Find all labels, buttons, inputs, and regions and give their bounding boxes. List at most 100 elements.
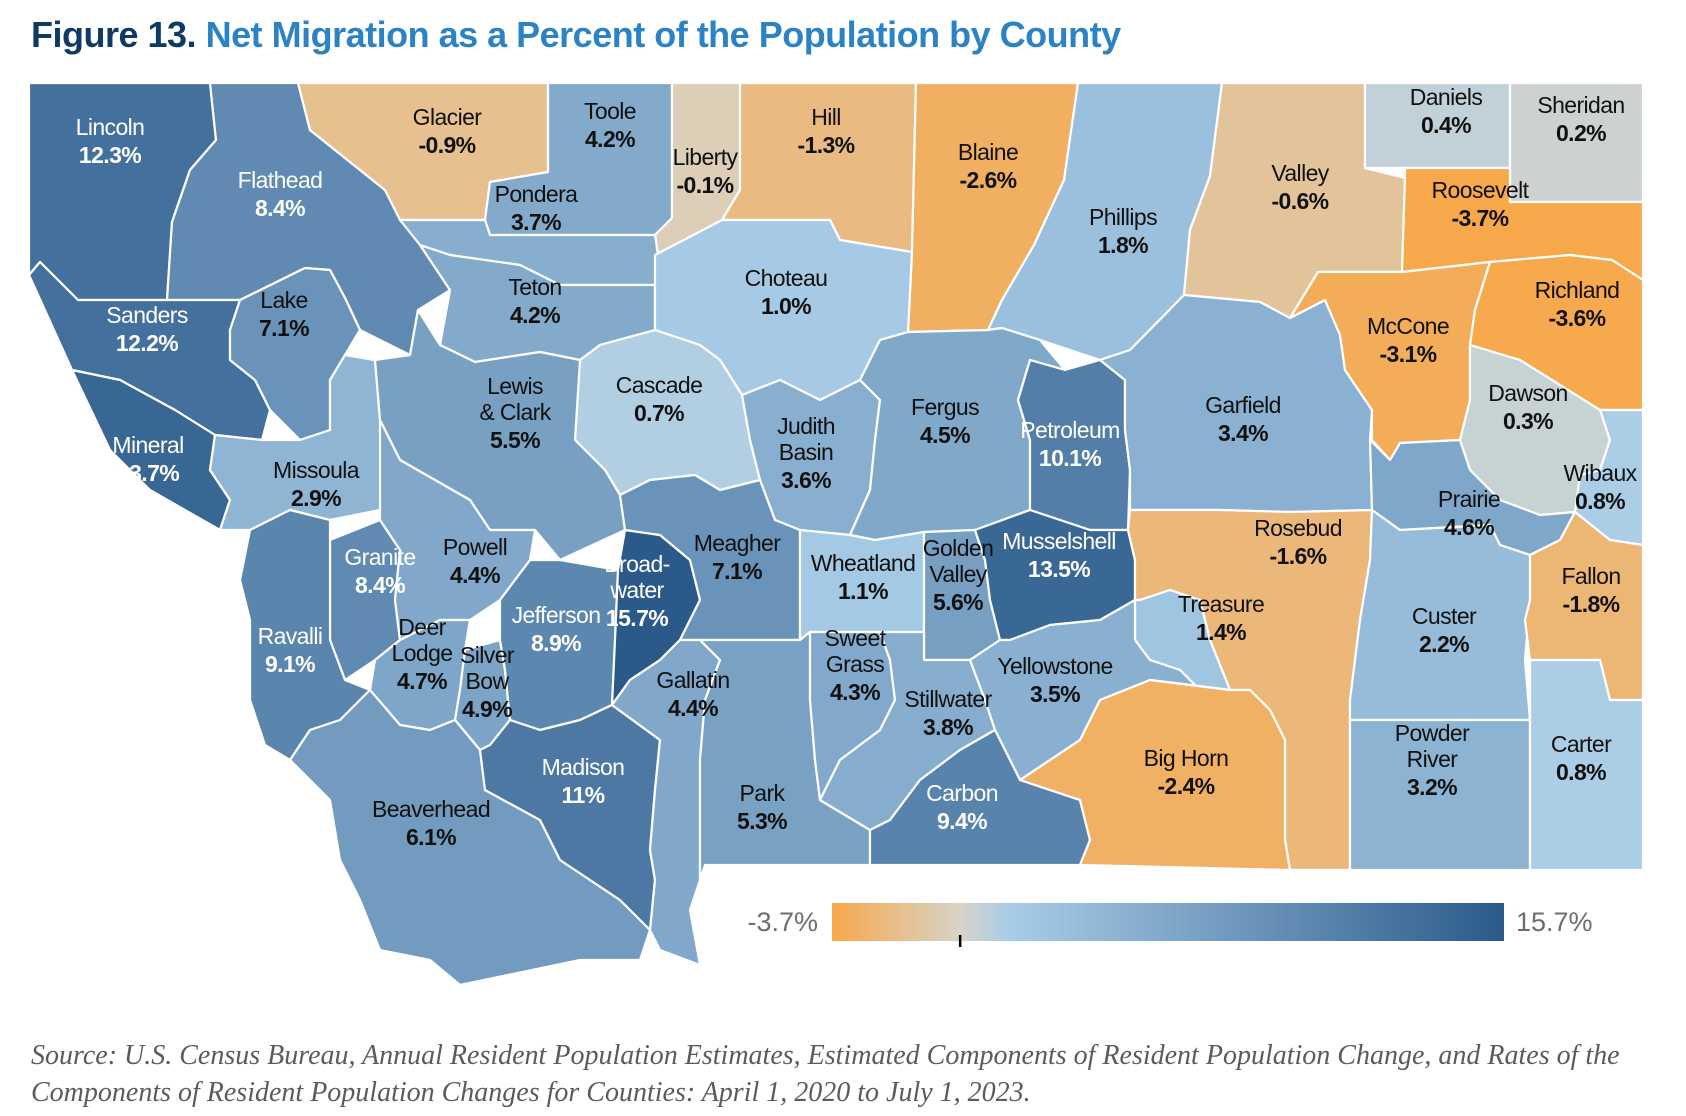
county-label-wibaux: Wibaux 0.8% — [1563, 460, 1637, 514]
county-name-petroleum: Petroleum — [1020, 417, 1119, 443]
county-label-granite: Granite 8.4% — [344, 544, 415, 598]
county-name-silver-bow-line2: Bow — [466, 668, 510, 694]
legend-max-label: 15.7% — [1516, 907, 1593, 937]
county-label-treasure: Treasure 1.4% — [1178, 591, 1264, 645]
county-name-treasure: Treasure — [1178, 591, 1264, 617]
county-name-yellowstone: Yellowstone — [997, 653, 1112, 679]
county-name-mineral: Mineral — [112, 432, 183, 458]
county-label-teton: Teton 4.2% — [508, 274, 561, 328]
county-label-carbon: Carbon 9.4% — [926, 780, 998, 834]
county-label-deer-lodge: Deer Lodge 4.7% — [392, 614, 453, 694]
county-label-dawson: Dawson 0.3% — [1488, 380, 1568, 434]
county-label-mccone: McCone -3.1% — [1367, 313, 1449, 367]
county-label-powell: Powell 4.4% — [443, 534, 507, 588]
county-label-rosebud: Rosebud -1.6% — [1254, 515, 1342, 569]
county-name-liberty: Liberty — [673, 144, 739, 170]
county-name-carbon: Carbon — [926, 780, 998, 806]
counties-layer — [27, 81, 1645, 987]
county-label-glacier: Glacier -0.9% — [413, 104, 483, 158]
county-label-garfield: Garfield 3.4% — [1205, 392, 1281, 446]
county-name-judith-basin-line2: Basin — [779, 439, 834, 465]
county-name-madison: Madison — [542, 754, 625, 780]
county-label-gallatin: Gallatin 4.4% — [656, 667, 729, 721]
county-label-liberty: Liberty -0.1% — [673, 144, 739, 198]
county-label-flathead: Flathead 8.4% — [238, 167, 323, 221]
county-label-jefferson: Jefferson 8.9% — [512, 602, 601, 656]
county-value-garfield: 3.4% — [1218, 420, 1268, 446]
county-value-judith-basin: 3.6% — [781, 467, 831, 493]
county-label-fallon: Fallon -1.8% — [1561, 563, 1620, 617]
county-value-dawson: 0.3% — [1503, 408, 1553, 434]
county-name-gallatin: Gallatin — [656, 667, 729, 693]
county-label-valley: Valley -0.6% — [1271, 160, 1329, 214]
county-value-lewis-and-clark: 5.5% — [490, 427, 540, 453]
county-name-sweet-grass-line1: Sweet — [825, 625, 887, 651]
county-value-petroleum: 10.1% — [1039, 445, 1101, 471]
county-name-beaverhead: Beaverhead — [372, 796, 490, 822]
county-value-cascade: 0.7% — [634, 400, 684, 426]
county-label-mineral: Mineral 13.7% — [112, 432, 183, 486]
county-name-fergus: Fergus — [911, 394, 979, 420]
county-value-prairie: 4.6% — [1444, 514, 1494, 540]
county-value-wibaux: 0.8% — [1575, 488, 1625, 514]
county-value-liberty: -0.1% — [676, 172, 733, 198]
county-label-richland: Richland -3.6% — [1535, 277, 1620, 331]
county-label-sanders: Sanders 12.2% — [106, 302, 188, 356]
county-name-sweet-grass-line2: Grass — [826, 651, 884, 677]
county-value-meagher: 7.1% — [712, 558, 762, 584]
county-value-rosebud: -1.6% — [1269, 543, 1326, 569]
county-value-sanders: 12.2% — [116, 330, 178, 356]
county-value-carbon: 9.4% — [937, 808, 987, 834]
county-value-park: 5.3% — [737, 808, 787, 834]
county-name-judith-basin-line1: Judith — [777, 413, 835, 439]
county-name-musselshell: Musselshell — [1002, 528, 1116, 554]
county-name-custer: Custer — [1412, 603, 1477, 629]
county-label-madison: Madison 11% — [542, 754, 625, 808]
county-label-yellowstone: Yellowstone 3.5% — [997, 653, 1112, 707]
county-name-missoula: Missoula — [273, 457, 360, 483]
county-value-hill: -1.3% — [797, 132, 854, 158]
county-name-broadwater-line1: Broad- — [604, 551, 669, 577]
county-name-powder-river-line1: Powder — [1395, 720, 1470, 746]
county-name-broadwater-line2: water — [609, 577, 664, 603]
county-value-roosevelt: -3.7% — [1451, 205, 1508, 231]
county-label-pondera: Pondera 3.7% — [495, 181, 579, 235]
county-name-phillips: Phillips — [1089, 204, 1157, 230]
county-label-lewis-and-clark: Lewis & Clark 5.5% — [479, 373, 551, 453]
county-value-glacier: -0.9% — [418, 132, 475, 158]
county-label-choteau: Choteau 1.0% — [745, 265, 828, 319]
county-name-richland: Richland — [1535, 277, 1620, 303]
county-name-cascade: Cascade — [616, 372, 703, 398]
county-value-daniels: 0.4% — [1421, 112, 1471, 138]
county-name-granite: Granite — [344, 544, 415, 570]
county-name-carter: Carter — [1551, 731, 1612, 757]
county-name-teton: Teton — [508, 274, 561, 300]
county-name-choteau: Choteau — [745, 265, 828, 291]
county-name-lewis-and-clark-line2: & Clark — [479, 399, 551, 425]
county-label-wheatland: Wheatland 1.1% — [811, 550, 916, 604]
county-label-silver-bow: Silver Bow 4.9% — [460, 642, 515, 722]
county-value-jefferson: 8.9% — [531, 630, 581, 656]
figure-number: Figure 13. — [31, 14, 197, 55]
county-name-powell: Powell — [443, 534, 507, 560]
county-label-sheridan: Sheridan 0.2% — [1537, 92, 1624, 146]
county-name-fallon: Fallon — [1561, 563, 1620, 589]
county-value-phillips: 1.8% — [1098, 232, 1148, 258]
county-label-blaine: Blaine -2.6% — [958, 139, 1018, 193]
county-label-beaverhead: Beaverhead 6.1% — [372, 796, 490, 850]
county-name-garfield: Garfield — [1205, 392, 1281, 418]
county-label-judith-basin: Judith Basin 3.6% — [777, 413, 835, 493]
county-label-prairie: Prairie 4.6% — [1438, 486, 1500, 540]
county-name-hill: Hill — [811, 104, 841, 130]
county-label-roosevelt: Roosevelt -3.7% — [1432, 177, 1530, 231]
county-big-horn — [1018, 678, 1292, 872]
county-label-meagher: Meagher 7.1% — [694, 530, 782, 584]
county-value-golden-valley: 5.6% — [933, 589, 983, 615]
county-value-toole: 4.2% — [585, 126, 635, 152]
county-value-deer-lodge: 4.7% — [397, 668, 447, 694]
figure-title-text: Net Migration as a Percent of the Popula… — [205, 14, 1122, 55]
county-name-toole: Toole — [584, 98, 636, 124]
county-name-wibaux: Wibaux — [1563, 460, 1637, 486]
county-name-mccone: McCone — [1367, 313, 1449, 339]
